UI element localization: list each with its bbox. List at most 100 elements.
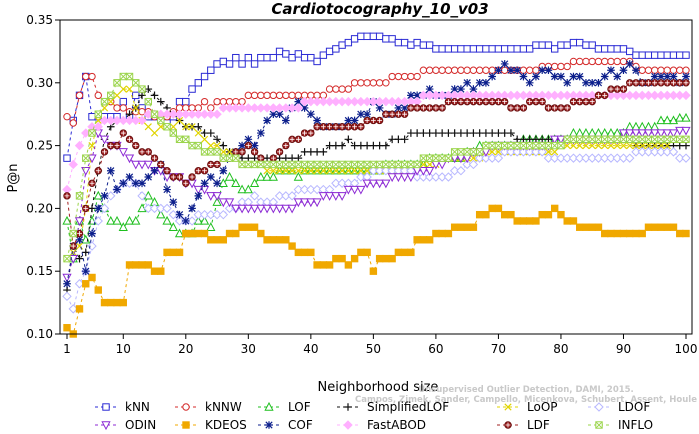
data-point-kdeos (357, 248, 365, 257)
data-point-ldof (99, 203, 110, 214)
data-point-inflo (525, 141, 534, 150)
data-point-ldf (213, 160, 221, 169)
legend-item-cof: COF (258, 418, 313, 432)
data-point-knn (632, 51, 640, 59)
data-point-inflo (319, 160, 328, 169)
data-point-kdeos (394, 248, 403, 257)
data-point-kdeos (657, 223, 665, 231)
data-point-cof (607, 66, 615, 75)
data-point-cof (394, 104, 403, 112)
data-point-knn (257, 53, 265, 62)
data-point-cof (350, 116, 359, 125)
data-point-fastabod (643, 90, 654, 101)
data-point-ldf (313, 123, 321, 131)
data-point-ldf (394, 110, 403, 118)
data-point-odin (237, 204, 247, 214)
data-point-loop (175, 116, 184, 125)
data-point-kdeos (244, 223, 253, 231)
data-point-lof (137, 203, 147, 213)
data-point-simplifiedlof (150, 91, 159, 100)
data-point-ldf (525, 97, 534, 106)
data-point-ldof (306, 184, 316, 195)
data-point-loop (207, 141, 215, 150)
data-point-ldof (662, 147, 672, 157)
data-point-odin (362, 179, 372, 189)
data-point-knnw (432, 66, 440, 74)
x-tick-label: 20 (178, 342, 193, 356)
data-point-ldof (512, 147, 522, 157)
data-point-odin (193, 185, 203, 195)
data-point-loop (69, 248, 77, 256)
data-point-fastabod (424, 90, 435, 101)
legend-label: ODIN (125, 418, 156, 432)
legend-marker-knnw (182, 403, 190, 411)
data-point-loop (182, 123, 190, 131)
y-tick-label: 0.10 (26, 327, 53, 341)
x-tick-label: 30 (241, 342, 256, 356)
data-point-knnw (375, 79, 384, 87)
data-point-ldof (437, 172, 447, 182)
axes: 1 10 20 30 40 50 60 70 80 90 100 0.10 0.15 0.20 0.25 0.… (26, 13, 697, 356)
data-point-loop (626, 141, 634, 150)
data-point-kdeos (576, 223, 584, 231)
data-point-odin (62, 273, 72, 283)
data-point-ldof (149, 203, 160, 214)
data-point-lof (262, 171, 272, 181)
data-point-lof (256, 171, 266, 181)
data-point-knn (438, 45, 446, 53)
data-point-knnw (82, 72, 90, 81)
data-point-knn (475, 45, 484, 53)
data-point-kdeos (319, 261, 328, 269)
data-point-cof (594, 79, 603, 87)
data-point-lof (293, 171, 303, 181)
data-point-ldf (338, 123, 346, 131)
data-point-knn (357, 32, 365, 41)
data-point-ldf (288, 135, 296, 144)
data-point-loop (601, 141, 609, 150)
data-point-inflo (457, 148, 465, 156)
data-point-loop (651, 141, 659, 150)
data-point-knn (319, 51, 328, 59)
data-point-cof (207, 173, 215, 181)
data-point-odin (218, 198, 228, 208)
data-point-cof (100, 192, 109, 200)
data-point-knn (244, 53, 253, 62)
data-point-ldof (637, 147, 647, 157)
data-point-kdeos (138, 261, 146, 269)
data-point-knn (369, 32, 378, 41)
data-point-knnw (532, 66, 540, 74)
data-point-kdeos (100, 298, 109, 307)
data-point-kdeos (88, 273, 96, 282)
data-point-cof (450, 85, 459, 93)
data-point-knnw (582, 57, 590, 66)
data-point-kdeos (232, 229, 240, 238)
data-point-ldf (200, 167, 209, 175)
data-point-knn (238, 60, 246, 68)
data-point-kdeos (569, 217, 578, 225)
data-point-inflo (282, 160, 290, 169)
data-point-fastabod (243, 103, 254, 113)
data-point-lof (268, 171, 278, 181)
data-point-knn (63, 154, 71, 162)
data-point-knn (576, 38, 584, 47)
series-kdeos (63, 204, 690, 338)
data-point-knnw (63, 113, 71, 121)
data-point-inflo (369, 160, 378, 169)
data-point-ldf (100, 148, 109, 156)
data-point-ldf (532, 97, 540, 106)
data-point-loop (332, 167, 340, 175)
data-point-ldof (62, 291, 72, 302)
data-point-fastabod (312, 96, 322, 107)
data-point-fastabod (93, 122, 103, 132)
data-point-ldof (524, 147, 535, 157)
data-point-inflo (450, 148, 459, 156)
data-point-cof (119, 179, 128, 188)
data-point-ldof (650, 147, 660, 157)
data-point-knnw (394, 72, 403, 81)
data-point-loop (569, 141, 578, 150)
legend-label: KDEOS (205, 418, 247, 432)
data-point-inflo (225, 154, 234, 162)
legend-label: kNN (125, 400, 150, 414)
data-point-cof (75, 236, 84, 244)
data-point-fastabod (74, 140, 85, 151)
